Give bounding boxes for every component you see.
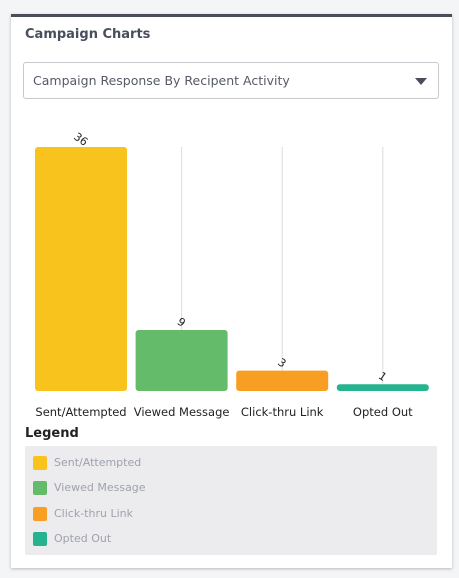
legend-label: Click-thru Link: [54, 507, 133, 520]
bar-chart: 36 9 3 1: [35, 130, 429, 391]
bar-2[interactable]: [236, 370, 329, 391]
legend-swatch: [33, 507, 47, 521]
x-tick-label-3: Opted Out: [352, 405, 413, 419]
x-tick-label-2: Click-thru Link: [240, 405, 324, 419]
legend-label: Opted Out: [54, 532, 112, 545]
x-tick-label-0: Sent/Attempted: [35, 405, 127, 419]
chart-type-select-value: Campaign Response By Recipent Activity: [33, 73, 290, 88]
legend-swatch: [33, 532, 47, 546]
bar-1[interactable]: [135, 330, 228, 391]
legend-label: Sent/Attempted: [54, 456, 142, 469]
data-label-1: 9: [175, 315, 188, 330]
bar-0[interactable]: [35, 147, 127, 391]
data-label-3: 1: [376, 369, 389, 384]
legend-box: Sent/Attempted Viewed Message Click-thru…: [25, 446, 437, 555]
bar-3[interactable]: [336, 384, 429, 391]
campaign-charts-card: Campaign Charts Campaign Response By Rec…: [11, 14, 452, 568]
page-top-strip: [0, 0, 459, 10]
x-tick-label-1: Viewed Message: [133, 405, 230, 419]
chevron-down-icon[interactable]: [415, 78, 427, 85]
legend-swatch: [33, 456, 47, 470]
data-label-2: 3: [275, 356, 288, 371]
data-label-0: 36: [71, 130, 90, 149]
chart-type-select[interactable]: Campaign Response By Recipent Activity: [23, 62, 439, 99]
card-title: Campaign Charts: [25, 27, 151, 42]
legend-swatch: [33, 481, 47, 495]
legend-label: Viewed Message: [54, 481, 146, 494]
legend-title: Legend: [25, 426, 79, 441]
